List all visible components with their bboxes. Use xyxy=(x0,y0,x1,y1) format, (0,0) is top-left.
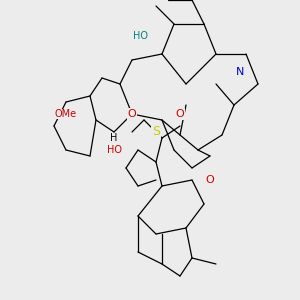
Text: O: O xyxy=(206,175,214,185)
Text: O: O xyxy=(176,109,184,119)
Text: H: H xyxy=(110,133,118,143)
Text: O: O xyxy=(128,109,136,119)
Text: OMe: OMe xyxy=(55,109,77,119)
Text: HO: HO xyxy=(134,31,148,41)
Text: S: S xyxy=(152,125,160,139)
Text: HO: HO xyxy=(106,145,122,155)
Text: N: N xyxy=(236,67,244,77)
